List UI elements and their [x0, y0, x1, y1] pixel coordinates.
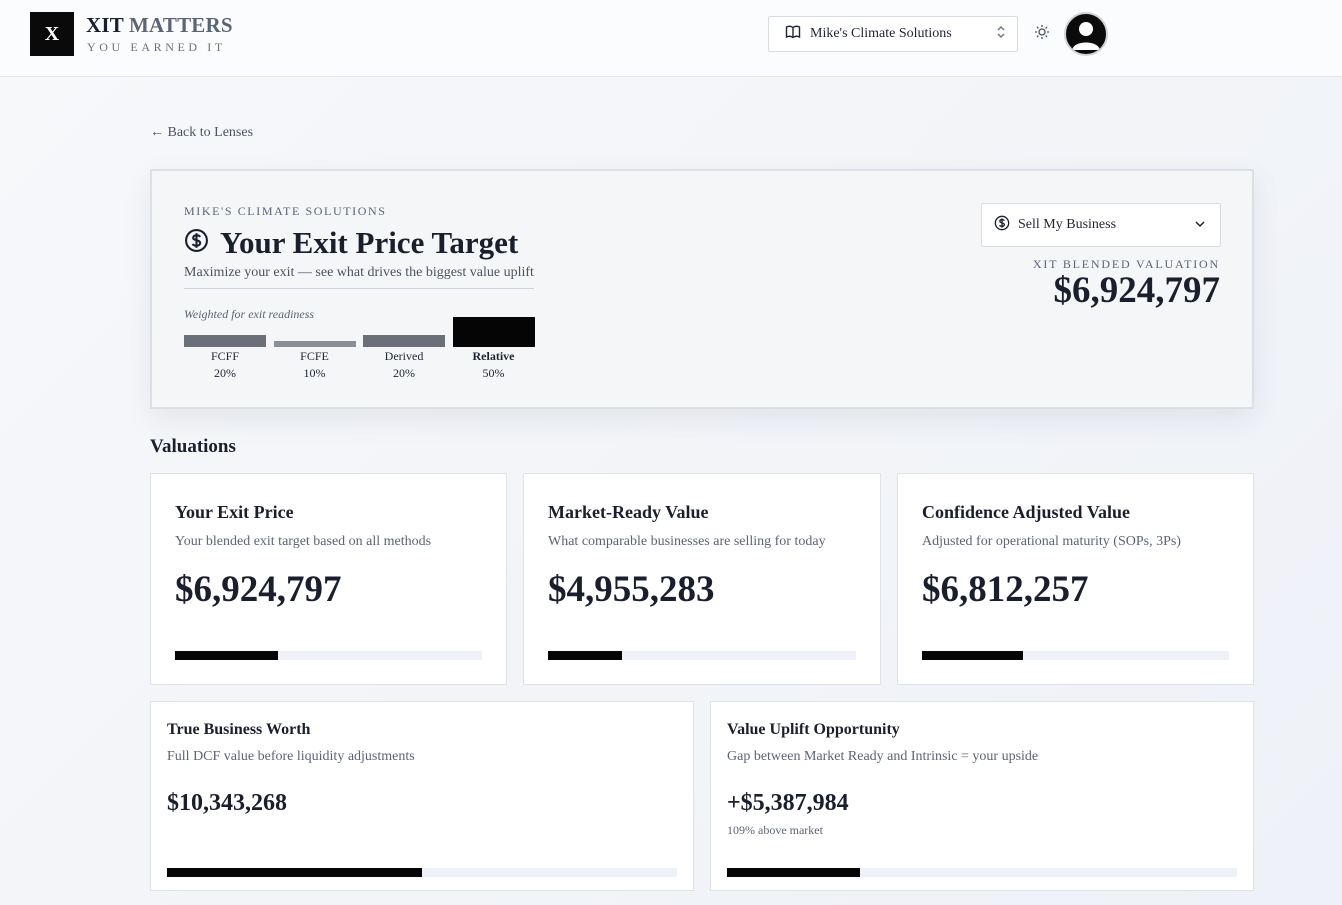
card-note: 109% above market	[727, 823, 823, 837]
card-progress-fill	[548, 651, 622, 660]
card-progress-track	[727, 868, 1237, 877]
weight-label-derived: Derived	[384, 349, 424, 363]
weight-label-fcfe: FCFE	[300, 349, 329, 363]
weight-bar-derived	[363, 335, 445, 347]
card-progress-track	[175, 651, 482, 660]
card-progress-fill	[167, 868, 422, 877]
chevron-down-icon	[1194, 217, 1206, 233]
blended-valuation-value: $6,924,797	[1053, 270, 1221, 311]
goal-selector-label: Sell My Business	[1018, 217, 1117, 232]
dollar-circle-icon	[994, 215, 1010, 236]
valuations-section-title: Valuations	[150, 436, 236, 457]
book-icon	[785, 24, 801, 45]
weight-percent-fcfe: 10%	[303, 366, 326, 380]
card-progress-track	[548, 651, 856, 660]
weights-caption: Weighted for exit readiness	[184, 307, 315, 321]
card-progress-fill	[175, 651, 278, 660]
brand-tagline: YOU EARNED IT	[87, 40, 226, 54]
valuation-card-confidence-adjusted: Confidence Adjusted Value Adjusted for o…	[897, 473, 1254, 685]
chevron-updown-icon	[995, 25, 1007, 44]
method-weights-chart: FCFF 20% FCFE 10% Derived 20% Relative 50%	[184, 311, 535, 381]
weight-bar-relative	[452, 317, 535, 347]
weight-label-fcff: FCFF	[210, 349, 240, 363]
brand-name-part1: XIT	[86, 13, 124, 37]
valuation-card-value-uplift: Value Uplift Opportunity Gap between Mar…	[710, 701, 1254, 891]
valuation-card-exit-price: Your Exit Price Your blended exit target…	[150, 473, 507, 685]
card-progress-track	[167, 868, 677, 877]
user-avatar-icon	[1066, 22, 1106, 54]
card-description: Gap between Market Ready and Intrinsic =…	[727, 749, 1039, 764]
card-description: What comparable businesses are selling f…	[548, 534, 826, 549]
card-title: True Business Worth	[167, 721, 311, 738]
card-progress-fill	[922, 651, 1024, 660]
valuation-card-true-worth: True Business Worth Full DCF value befor…	[150, 701, 694, 891]
card-description: Full DCF value before liquidity adjustme…	[167, 749, 415, 764]
company-selector[interactable]: Mike's Climate Solutions	[768, 16, 1018, 52]
weight-percent-fcff: 20%	[214, 366, 236, 380]
company-eyebrow: MIKE'S CLIMATE SOLUTIONS	[184, 204, 387, 218]
hero-description: Maximize your exit — see what drives the…	[184, 265, 534, 289]
page-title: Your Exit Price Target	[220, 225, 519, 260]
card-description: Adjusted for operational maturity (SOPs,…	[922, 534, 1181, 549]
sun-icon	[1034, 24, 1050, 45]
logo-mark[interactable]: X	[30, 12, 74, 56]
weight-percent-derived: 20%	[393, 366, 415, 380]
card-value: $6,812,257	[922, 569, 1089, 610]
logo-letter: X	[44, 22, 60, 45]
user-avatar[interactable]	[1064, 12, 1108, 56]
card-value: +$5,387,984	[727, 790, 849, 816]
hero-title-row: Your Exit Price Target	[184, 225, 518, 261]
weight-bar-fcff	[184, 335, 266, 347]
card-value: $4,955,283	[548, 569, 715, 610]
weight-label-relative: Relative	[472, 349, 515, 363]
exit-price-hero-card: MIKE'S CLIMATE SOLUTIONS Your Exit Price…	[150, 169, 1254, 409]
theme-toggle-button[interactable]	[1030, 22, 1054, 46]
goal-selector[interactable]: Sell My Business	[981, 203, 1221, 247]
card-description: Your blended exit target based on all me…	[175, 534, 432, 549]
brand-name-part2: MATTERS	[129, 13, 233, 37]
card-title: Confidence Adjusted Value	[922, 502, 1131, 522]
card-title: Value Uplift Opportunity	[727, 721, 900, 738]
dollar-circle-icon	[184, 228, 209, 258]
company-selector-label: Mike's Climate Solutions	[810, 26, 952, 41]
weight-bar-fcfe	[273, 341, 356, 347]
top-navigation-bar: X XIT MATTERS YOU EARNED IT Mike's Clima…	[0, 0, 1342, 77]
blended-valuation-label: XIT BLENDED VALUATION	[1032, 257, 1220, 271]
card-progress-track	[922, 651, 1229, 660]
valuation-card-market-ready: Market-Ready Value What comparable busin…	[523, 473, 881, 685]
back-to-lenses-link[interactable]: ← Back to Lenses	[150, 125, 254, 140]
card-value: $6,924,797	[175, 569, 342, 610]
card-title: Your Exit Price	[175, 502, 294, 522]
card-title: Market-Ready Value	[548, 502, 709, 522]
card-progress-fill	[727, 868, 860, 877]
weight-percent-relative: 50%	[482, 366, 505, 380]
card-value: $10,343,268	[167, 790, 287, 816]
brand-name: XIT MATTERS	[86, 13, 233, 38]
